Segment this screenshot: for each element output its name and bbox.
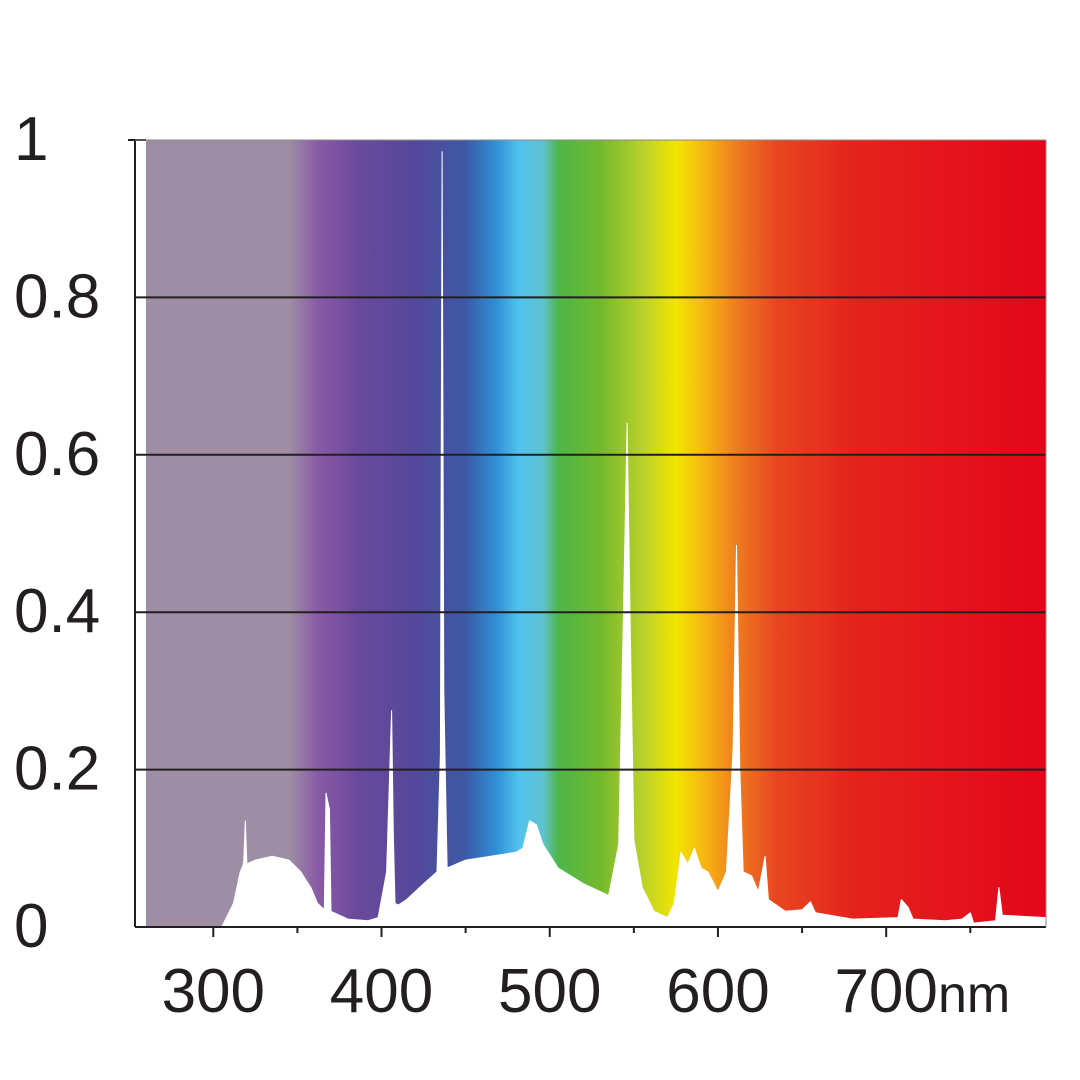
- y-tick-label: 0: [14, 892, 48, 961]
- y-tick-label: 0.6: [14, 420, 100, 489]
- y-tick-label: 0.4: [14, 577, 100, 646]
- y-tick-label: 0.8: [14, 262, 100, 331]
- x-tick-label: 300: [162, 957, 265, 1026]
- x-tick-label: 600: [666, 957, 769, 1026]
- emission-spectrum-area: [145, 151, 1047, 928]
- spectrum-background: [146, 140, 1046, 927]
- y-tick-label: 0.2: [14, 735, 100, 804]
- axes: [134, 139, 1047, 928]
- x-tick-label: 500: [498, 957, 601, 1026]
- y-tick-label: 1: [14, 105, 48, 174]
- x-tick-label: 400: [330, 957, 433, 1026]
- x-unit-label: nm: [938, 966, 1010, 1024]
- grid-lines: [128, 139, 1046, 771]
- y-tick-labels: 0 0.2 0.4 0.6 0.8 1: [14, 105, 100, 961]
- x-tick-labels: 300 400 500 600 700: [162, 927, 972, 1026]
- x-tick-label: 700: [834, 957, 937, 1026]
